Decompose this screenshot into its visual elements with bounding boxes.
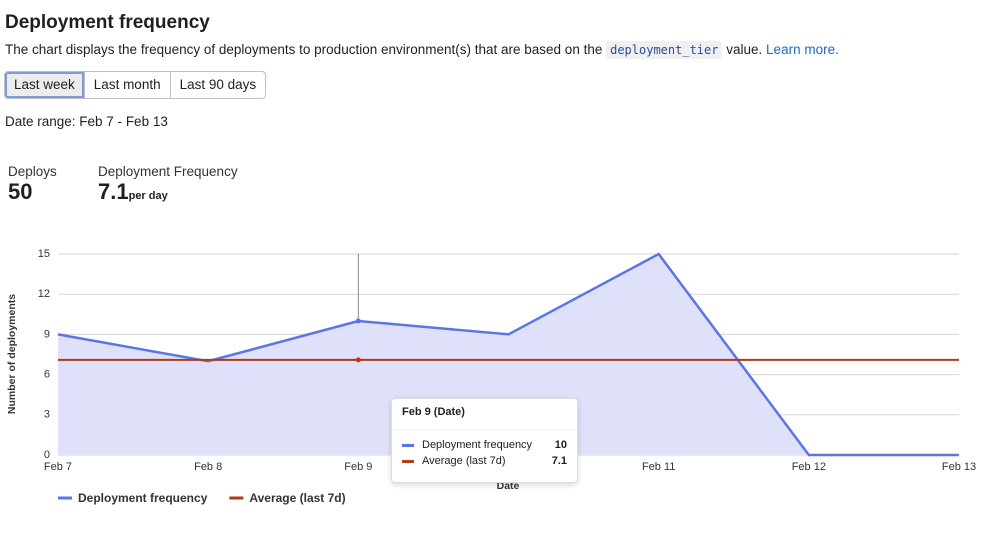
- legend-label: Deployment frequency: [78, 491, 208, 505]
- x-tick-label: Feb 12: [792, 461, 826, 473]
- button-group: Last week Last month Last 90 days: [4, 71, 267, 99]
- tooltip-row: Deployment frequency 10: [402, 439, 567, 451]
- tooltip-title: Feb 9 (Date): [402, 406, 465, 418]
- code: deployment_tier: [606, 41, 723, 59]
- stat-unit: per day: [128, 190, 168, 202]
- learn-more-link[interactable]: Learn more.: [766, 42, 839, 57]
- tooltip-value: 10: [554, 439, 567, 451]
- button[interactable]: Last month: [84, 71, 170, 99]
- page-title: Deployment frequency: [5, 12, 210, 33]
- tooltip-series: Deployment frequency: [422, 439, 533, 451]
- x-tick-label: Feb 7: [44, 461, 72, 473]
- point: [355, 357, 361, 363]
- x-tick-label: Feb 8: [194, 461, 222, 473]
- tooltip-row: Average (last 7d) 7.1: [402, 455, 567, 467]
- y-tick-label: 6: [44, 369, 50, 381]
- stat-value: 7.1: [98, 179, 129, 204]
- date-range: Date range: Feb 7 - Feb 13: [5, 114, 168, 129]
- stat-value: 50: [8, 179, 33, 204]
- legend-label: Average (last 7d): [249, 491, 345, 505]
- area: [58, 254, 959, 455]
- button[interactable]: Last 90 days: [169, 71, 267, 99]
- line: [57, 252, 959, 457]
- point: [355, 318, 361, 324]
- plot: [57, 252, 959, 457]
- y-tick-label: 12: [38, 288, 50, 300]
- stat-label: Deploys: [8, 164, 57, 179]
- stat: Deployment Frequency 7.1per day: [98, 164, 238, 205]
- x-tick-label: Feb 13: [942, 461, 976, 473]
- y-tick-label: 0: [44, 449, 50, 461]
- y-axis-title: Number of deployments: [6, 294, 18, 414]
- y-tick-label: 15: [38, 248, 50, 260]
- description: The chart displays the frequency of depl…: [5, 41, 839, 59]
- x-tick-label: Feb 11: [642, 461, 675, 473]
- tooltip: Feb 9 (Date) Deployment frequency 10 Aver…: [391, 398, 578, 483]
- tooltip-series: Average (last 7d): [422, 455, 506, 467]
- x-tick-label: Feb 9: [344, 461, 372, 473]
- y-tick-label: 9: [44, 328, 50, 340]
- button[interactable]: Last week: [4, 71, 85, 99]
- description-text: value.: [726, 42, 763, 57]
- stat: Deploys 50: [8, 164, 57, 205]
- tooltip-value: 7.1: [551, 455, 567, 467]
- stat-label: Deployment Frequency: [98, 164, 238, 179]
- y-tick-label: 3: [44, 409, 50, 421]
- description-text: The chart displays the frequency of depl…: [5, 42, 603, 57]
